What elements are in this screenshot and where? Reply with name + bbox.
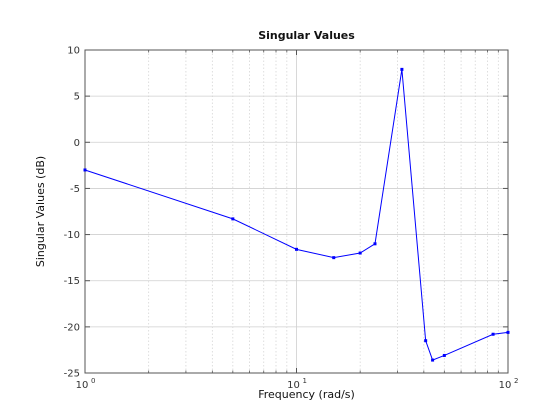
x-tick-exponent: 1 xyxy=(303,377,307,385)
x-tick-exponent: 2 xyxy=(514,377,518,385)
series-line xyxy=(84,69,509,361)
y-tick-label: -20 xyxy=(64,322,80,333)
x-axis-label: Frequency (rad/s) xyxy=(258,388,355,401)
y-tick-label: -25 xyxy=(64,369,80,380)
x-tick-label: 10 xyxy=(499,380,512,391)
x-tick-label: 10 xyxy=(76,380,89,391)
data-point xyxy=(358,251,362,255)
y-tick-label: 5 xyxy=(74,92,80,103)
y-axis-label: Singular Values (dB) xyxy=(34,156,47,267)
y-tick-label: -10 xyxy=(64,230,80,241)
data-point xyxy=(295,247,298,251)
series-layer xyxy=(83,67,510,362)
data-point xyxy=(83,168,87,172)
x-tick-label: 10 xyxy=(287,380,300,391)
data-point xyxy=(442,353,446,357)
grid xyxy=(85,50,508,373)
data-point xyxy=(431,358,435,362)
chart-title: Singular Values xyxy=(258,29,355,42)
data-point xyxy=(373,242,377,246)
y-tick-label: 0 xyxy=(74,138,80,149)
y-tick-label: 10 xyxy=(67,46,80,57)
data-point xyxy=(231,217,235,221)
data-point xyxy=(332,256,336,260)
data-point xyxy=(491,332,495,336)
data-point xyxy=(506,330,510,334)
y-tick-label: -5 xyxy=(70,184,80,195)
data-point xyxy=(400,67,404,71)
x-tick-exponent: 0 xyxy=(91,377,95,385)
data-point xyxy=(424,339,428,343)
y-tick-label: -15 xyxy=(64,276,80,287)
